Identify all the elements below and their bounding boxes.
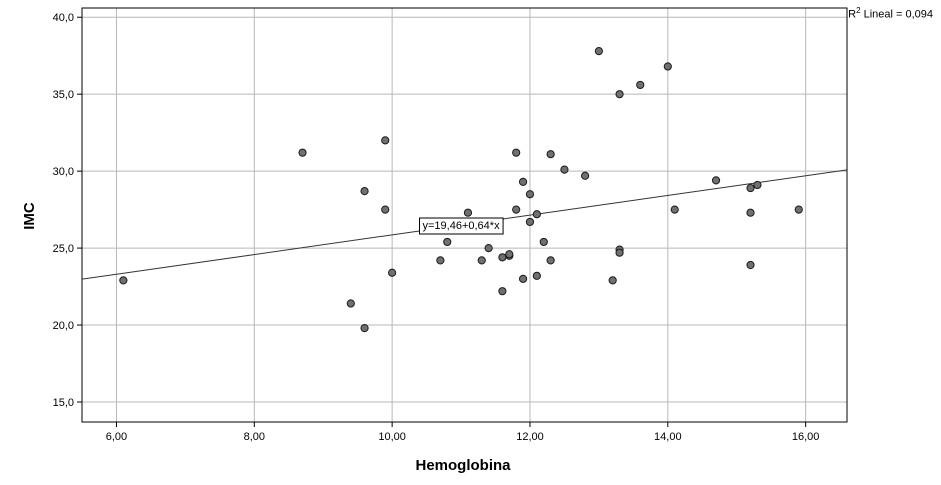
data-point: [546, 256, 555, 265]
data-point: [512, 205, 521, 214]
data-point: [581, 171, 590, 180]
data-point: [539, 237, 548, 247]
x-tick-label: 16,00: [792, 431, 820, 443]
axis-ticks: 6,00 8,00 10,00 12,00 14,00 16,00 15,0 20,0 25,0…: [53, 12, 820, 443]
data-point: [608, 276, 617, 285]
data-points: [119, 46, 803, 333]
x-tick-label: 14,00: [654, 431, 682, 443]
x-tick-label: 10,00: [378, 431, 406, 443]
r2-superscript: 2: [856, 6, 861, 15]
data-point: [615, 90, 624, 99]
y-tick-label: 25,0: [53, 243, 74, 255]
y-tick-label: 40,0: [53, 12, 74, 24]
data-point: [746, 183, 755, 193]
x-tick-label: 6,00: [106, 431, 127, 443]
data-point: [746, 208, 755, 217]
data-point: [518, 274, 528, 283]
data-point: [512, 148, 521, 157]
data-point: [346, 299, 355, 308]
r2-r: R: [848, 8, 857, 21]
grid-lines: [82, 8, 847, 422]
data-point: [443, 237, 452, 247]
data-point: [532, 271, 541, 280]
fit-equation-label: y=19,46+0,64*x: [423, 220, 501, 232]
data-point: [794, 205, 803, 214]
data-point: [360, 324, 369, 333]
data-point: [298, 148, 307, 157]
data-point: [381, 205, 390, 214]
x-axis-label: Hemoglobina: [415, 457, 511, 474]
data-point: [477, 256, 486, 265]
data-point: [119, 276, 128, 285]
r-squared-label: R2 Lineal = 0,094: [848, 6, 933, 21]
data-point: [505, 250, 514, 259]
data-point: [463, 208, 473, 217]
data-point: [663, 62, 672, 71]
fit-equation-box: [419, 217, 504, 235]
fit-line-group: y=19,46+0,64*x: [81, 169, 848, 280]
data-point: [388, 268, 397, 277]
data-point: [746, 260, 755, 270]
data-point: [498, 253, 507, 262]
data-point: [711, 176, 721, 185]
y-tick-label: 20,0: [53, 320, 74, 332]
data-point: [615, 248, 624, 257]
data-point: [753, 180, 762, 190]
x-tick-label: 12,00: [516, 431, 544, 443]
y-tick-label: 35,0: [53, 89, 74, 101]
y-tick-label: 15,0: [53, 397, 74, 409]
data-point: [360, 187, 369, 196]
data-point: [484, 243, 493, 253]
data-point: [670, 205, 679, 214]
y-axis-label: IMC: [21, 202, 38, 230]
data-point: [532, 210, 541, 219]
r2-value: Lineal = 0,094: [860, 8, 933, 21]
data-point: [498, 287, 507, 296]
data-point: [525, 217, 535, 227]
data-point: [525, 190, 535, 199]
data-point: [636, 80, 645, 90]
plot-frame: [81, 7, 848, 423]
data-point: [518, 177, 528, 187]
data-point: [560, 165, 569, 174]
x-tick-label: 8,00: [244, 431, 265, 443]
data-point: [594, 46, 603, 56]
y-tick-label: 30,0: [53, 166, 74, 178]
data-point: [546, 150, 555, 159]
data-point: [436, 256, 445, 265]
data-point: [381, 136, 390, 145]
